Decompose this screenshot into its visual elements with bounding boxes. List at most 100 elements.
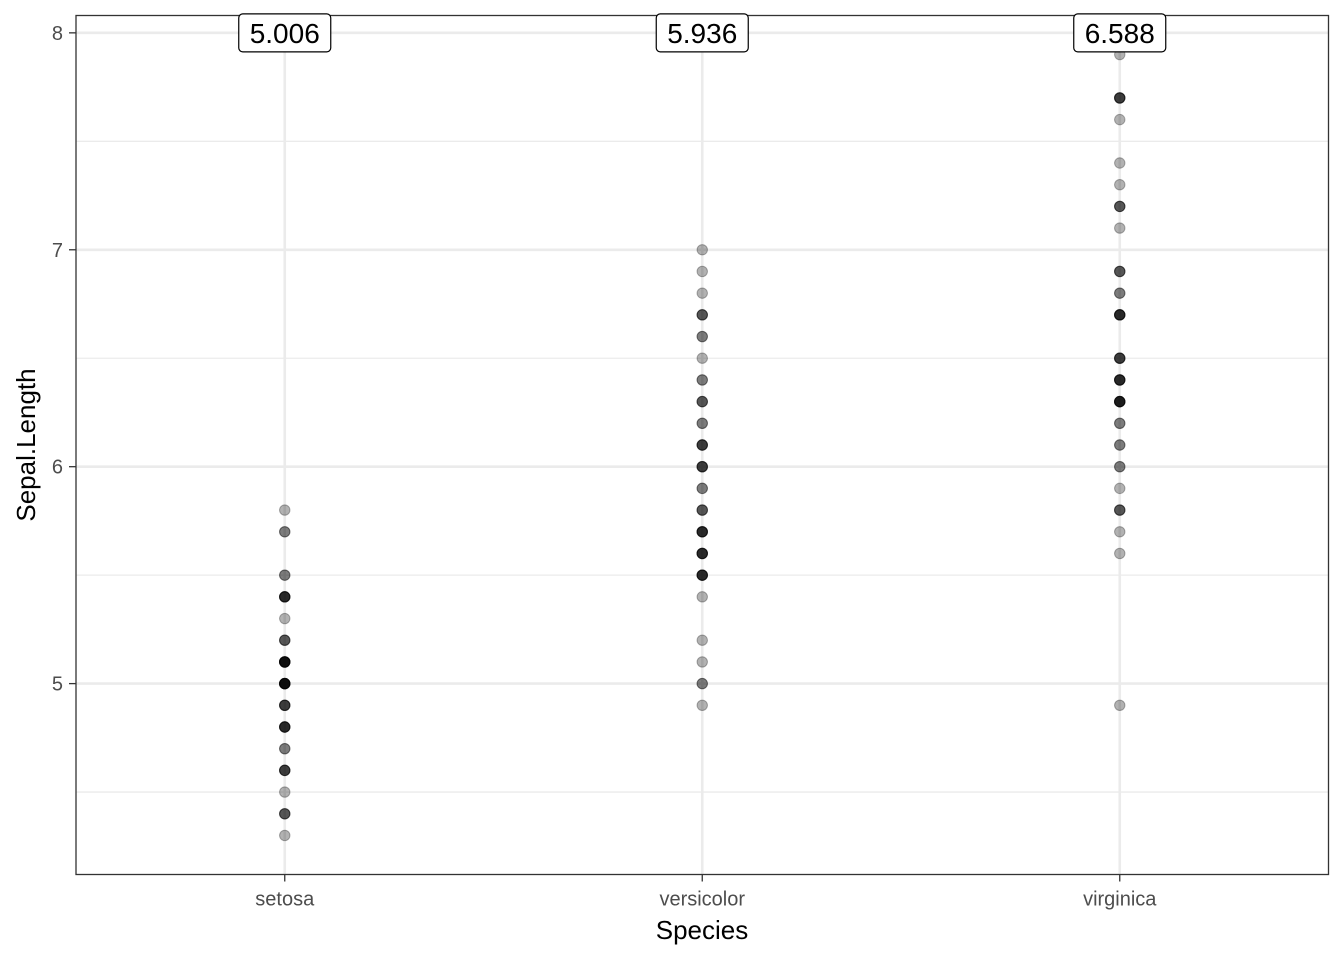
point-mark [279, 721, 291, 733]
point-mark [696, 287, 708, 299]
point-mark [1114, 699, 1126, 712]
point-mark [696, 309, 708, 321]
point-virginica-6.1 [1114, 439, 1126, 451]
point-mark [279, 677, 291, 690]
point-mark [696, 330, 708, 343]
point-mark [1114, 309, 1126, 321]
point-virginica-4.9 [1114, 699, 1126, 712]
point-versicolor-6.9 [696, 265, 708, 278]
point-versicolor-5.2 [696, 634, 708, 646]
point-mark [696, 569, 708, 581]
point-virginica-5.9 [1114, 482, 1126, 495]
point-mark [1114, 395, 1126, 408]
point-mark [1114, 395, 1126, 408]
point-versicolor-5.5 [696, 569, 708, 581]
point-mark [279, 591, 291, 603]
point-mark [279, 764, 291, 777]
point-setosa-5.1 [279, 656, 291, 668]
point-mark [1114, 374, 1126, 386]
point-mark [1114, 92, 1126, 104]
point-mark [1114, 374, 1126, 386]
point-mark [696, 547, 708, 560]
point-mark [696, 460, 708, 473]
point-mark [279, 656, 291, 668]
point-mark [279, 764, 291, 777]
point-mark [279, 829, 291, 842]
point-mark [279, 677, 291, 690]
point-mark [696, 395, 708, 408]
point-versicolor-6.3 [696, 395, 708, 408]
point-mark [1114, 309, 1126, 321]
point-virginica-7.6 [1114, 113, 1126, 126]
point-mark [279, 504, 291, 516]
point-mark [1114, 157, 1126, 169]
point-mark [279, 677, 291, 690]
point-mark [696, 352, 708, 364]
mean-label-box [1073, 13, 1167, 53]
point-versicolor-7 [696, 244, 708, 256]
point-mark [279, 808, 291, 820]
point-mark [279, 591, 291, 603]
point-mark [1114, 547, 1126, 560]
point-mark [279, 764, 291, 777]
mean-label-box [655, 13, 749, 53]
point-mark [696, 677, 708, 690]
point-mark [696, 439, 708, 451]
point-mark [1114, 309, 1126, 321]
point-versicolor-5.7 [696, 526, 708, 538]
point-mark [279, 656, 291, 668]
point-mark [696, 417, 708, 430]
point-mark [279, 677, 291, 690]
point-mark [1114, 265, 1126, 278]
point-mark [1114, 352, 1126, 364]
point-mark [696, 374, 708, 386]
point-mark [1114, 395, 1126, 408]
point-mark [1114, 439, 1126, 451]
point-setosa-4.9 [279, 699, 291, 712]
point-mark [696, 395, 708, 408]
point-mark [1114, 417, 1126, 430]
point-mark [279, 656, 291, 668]
point-mark [279, 699, 291, 712]
point-mark [696, 569, 708, 581]
x-tick-label-virginica: virginica [1083, 889, 1157, 911]
mean-label-text: 5.936 [667, 18, 737, 49]
point-mark [696, 309, 708, 321]
y-tick-label: 8 [52, 23, 63, 45]
point-mark [279, 591, 291, 603]
point-mark [1114, 352, 1126, 364]
point-mark [279, 808, 291, 820]
point-mark [1114, 460, 1126, 473]
point-mark [696, 460, 708, 473]
point-mark [696, 439, 708, 451]
point-mark [279, 612, 291, 625]
point-mark [696, 547, 708, 560]
point-mark [1114, 374, 1126, 386]
point-virginica-6 [1114, 460, 1126, 473]
data-points [279, 48, 1126, 842]
point-mark [1114, 265, 1126, 278]
point-versicolor-5.6 [696, 547, 708, 560]
point-mark [1114, 526, 1126, 538]
point-versicolor-5.9 [696, 482, 708, 495]
point-mark [1114, 92, 1126, 104]
point-mark [279, 591, 291, 603]
point-virginica-6.9 [1114, 265, 1126, 278]
point-mark [279, 677, 291, 690]
point-mark [279, 569, 291, 581]
point-mark [696, 547, 708, 560]
point-mark [696, 265, 708, 278]
point-virginica-6.4 [1114, 374, 1126, 386]
point-mark [696, 591, 708, 603]
point-mark [1114, 504, 1126, 516]
x-axis-title: Species [656, 915, 749, 945]
point-mark [1114, 504, 1126, 516]
point-setosa-4.3 [279, 829, 291, 842]
point-mark [279, 764, 291, 777]
point-setosa-4.6 [279, 764, 291, 777]
point-setosa-5.5 [279, 569, 291, 581]
point-virginica-7.4 [1114, 157, 1126, 169]
point-mark [1114, 287, 1126, 299]
point-setosa-5.4 [279, 591, 291, 603]
point-mark [279, 656, 291, 668]
